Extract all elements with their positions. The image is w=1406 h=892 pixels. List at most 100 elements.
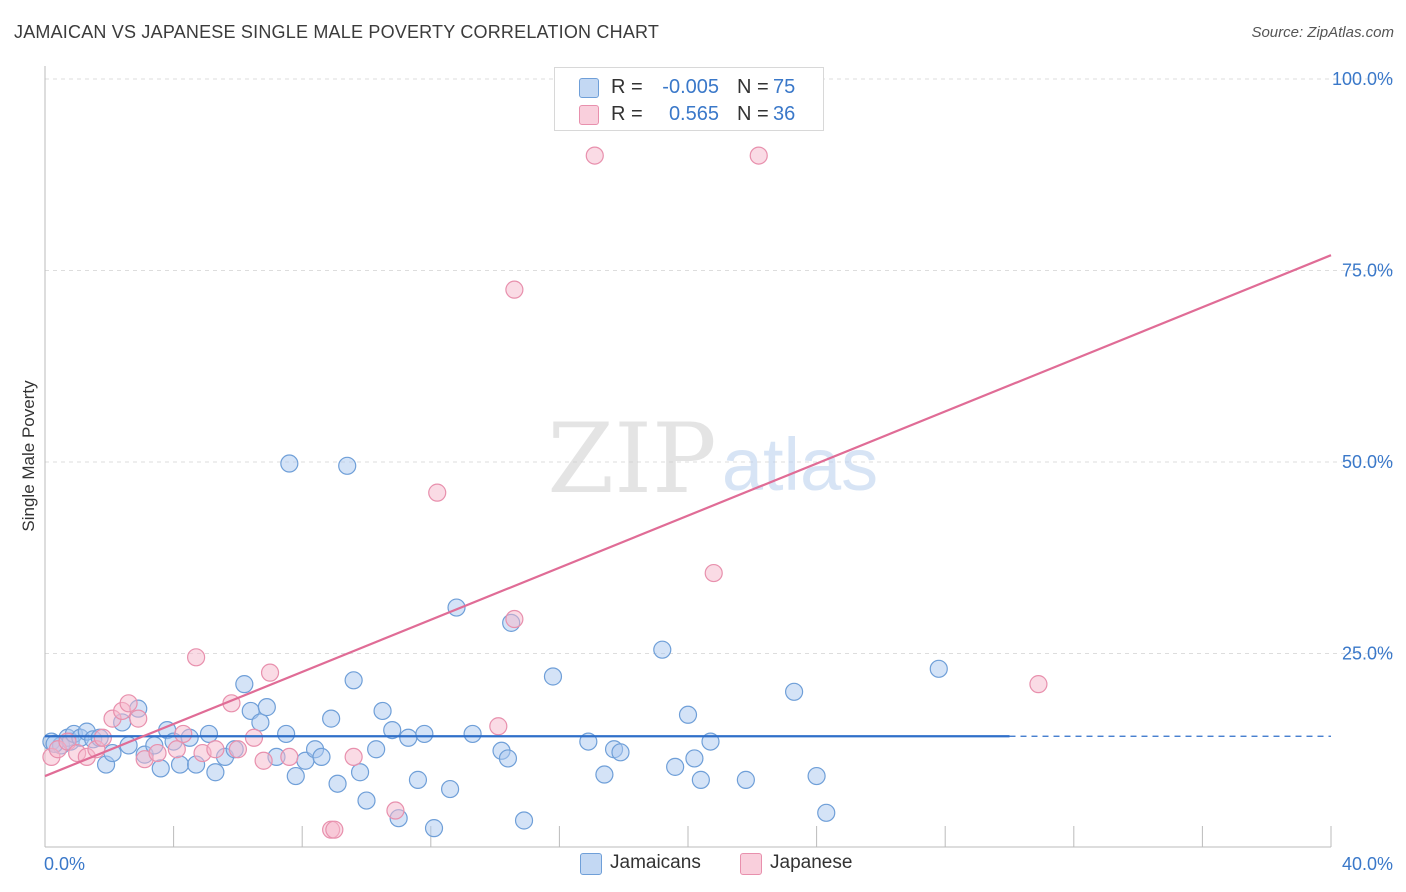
- jamaicans-point: [399, 728, 418, 747]
- x-tick-max: 40.0%: [1342, 854, 1393, 874]
- japanese-point: [280, 747, 299, 767]
- jamaicans-point: [257, 698, 276, 717]
- jamaicans-point: [415, 724, 434, 744]
- axes: [44, 66, 1332, 848]
- jamaicans-point: [543, 667, 563, 686]
- y-tick-label: 100.0%: [1332, 69, 1393, 89]
- jamaicans-point: [514, 811, 534, 830]
- jamaicans-point: [151, 759, 170, 778]
- jamaicans-point: [277, 724, 296, 744]
- jamaicans-point: [322, 709, 341, 728]
- series-jamaicans: [42, 454, 948, 838]
- n-value-japanese: 36: [773, 103, 796, 125]
- legend-label-japanese: Japanese: [770, 852, 853, 873]
- jamaicans-point: [206, 763, 225, 782]
- japanese-point: [187, 648, 206, 667]
- japanese-legend-swatch: [740, 853, 762, 875]
- jamaicans-point: [666, 757, 685, 776]
- japanese-point: [148, 743, 167, 763]
- jamaicans-point: [199, 724, 219, 744]
- stats-legend: R = -0.005 N = 75 R = 0.565 N = 36: [554, 67, 824, 131]
- jamaicans-point: [701, 732, 720, 751]
- jamaicans-point: [350, 763, 370, 782]
- jamaicans-point: [929, 659, 948, 678]
- japanese-point: [260, 663, 280, 682]
- x-tick-min: 0.0%: [44, 854, 85, 874]
- japanese-point: [386, 801, 405, 820]
- japanese-point: [428, 483, 447, 502]
- n-label: N =: [737, 103, 769, 125]
- japanese-point: [93, 728, 112, 747]
- japanese-point: [129, 709, 148, 728]
- japanese-point: [505, 280, 524, 299]
- japanese-swatch: [579, 105, 599, 125]
- jamaicans-point: [463, 724, 482, 744]
- japanese-point: [228, 740, 247, 759]
- r-label: R =: [611, 103, 643, 125]
- japanese-point: [174, 724, 193, 744]
- jamaicans-point: [383, 720, 402, 740]
- watermark: ZIP atlas: [547, 403, 878, 515]
- trend-lines: [44, 254, 1332, 778]
- jamaicans-point: [736, 770, 755, 789]
- legend-label-jamaicans: Jamaicans: [610, 852, 701, 873]
- r-label: R =: [611, 76, 643, 98]
- jamaicans-point: [367, 740, 386, 759]
- r-value-jamaicans: -0.005: [662, 76, 719, 98]
- jamaicans-point: [357, 791, 376, 810]
- jamaicans-point: [424, 819, 444, 838]
- japanese-point: [119, 694, 138, 713]
- japanese-point: [325, 820, 344, 839]
- japanese-point: [344, 747, 363, 767]
- japanese-point: [254, 751, 273, 770]
- jamaicans-point: [338, 456, 357, 475]
- r-value-japanese: 0.565: [668, 103, 719, 125]
- jamaicans-point: [328, 774, 347, 793]
- jamaicans-point: [498, 749, 518, 768]
- japanese-point: [749, 146, 768, 165]
- jamaicans-point: [595, 765, 614, 784]
- n-label: N =: [737, 76, 769, 98]
- jamaicans-point: [678, 705, 698, 724]
- watermark-zip: ZIP: [547, 403, 716, 515]
- jamaicans-legend-swatch: [580, 853, 602, 875]
- japanese-point: [244, 728, 264, 747]
- jamaicans-point: [611, 743, 630, 762]
- jamaicans-swatch: [579, 78, 599, 98]
- japanese-point: [585, 146, 604, 165]
- chart-title: JAMAICAN VS JAPANESE SINGLE MALE POVERTY…: [14, 22, 660, 42]
- jamaicans-point: [691, 770, 710, 789]
- y-tick-label: 50.0%: [1342, 452, 1393, 472]
- japanese-point: [704, 563, 723, 583]
- y-tick-label: 25.0%: [1342, 644, 1393, 664]
- jamaicans-point: [286, 766, 305, 786]
- japanese-point: [489, 717, 508, 736]
- source-label: Source: ZipAtlas.com: [1251, 24, 1394, 41]
- jamaicans-point: [408, 770, 428, 789]
- jamaicans-point: [653, 640, 672, 659]
- y-tick-label: 75.0%: [1342, 261, 1393, 281]
- y-axis-label: Single Male Poverty: [19, 380, 38, 532]
- japanese-point: [206, 740, 225, 759]
- jamaicans-point: [251, 713, 270, 732]
- stats-row-jamaicans: R = -0.005 N = 75: [555, 74, 823, 100]
- jamaicans-point: [440, 779, 460, 799]
- jamaicans-point: [344, 671, 363, 690]
- jamaicans-point: [807, 766, 826, 786]
- jamaicans-point: [579, 732, 598, 751]
- stats-row-japanese: R = 0.565 N = 36: [555, 101, 823, 127]
- jamaicans-point: [235, 675, 254, 694]
- japanese-trend-line: [44, 254, 1332, 778]
- n-value-jamaicans: 75: [773, 76, 796, 98]
- japanese-point: [505, 609, 524, 629]
- jamaicans-point: [685, 749, 704, 768]
- jamaicans-point: [170, 755, 190, 774]
- japanese-point: [1029, 675, 1048, 694]
- jamaicans-point: [817, 803, 836, 822]
- y-tick-labels: 25.0% 50.0% 75.0% 100.0%: [1332, 69, 1393, 664]
- series-japanese: [42, 146, 1048, 839]
- japanese-point: [167, 740, 186, 759]
- jamaicans-point: [280, 454, 299, 473]
- jamaicans-point: [784, 682, 804, 701]
